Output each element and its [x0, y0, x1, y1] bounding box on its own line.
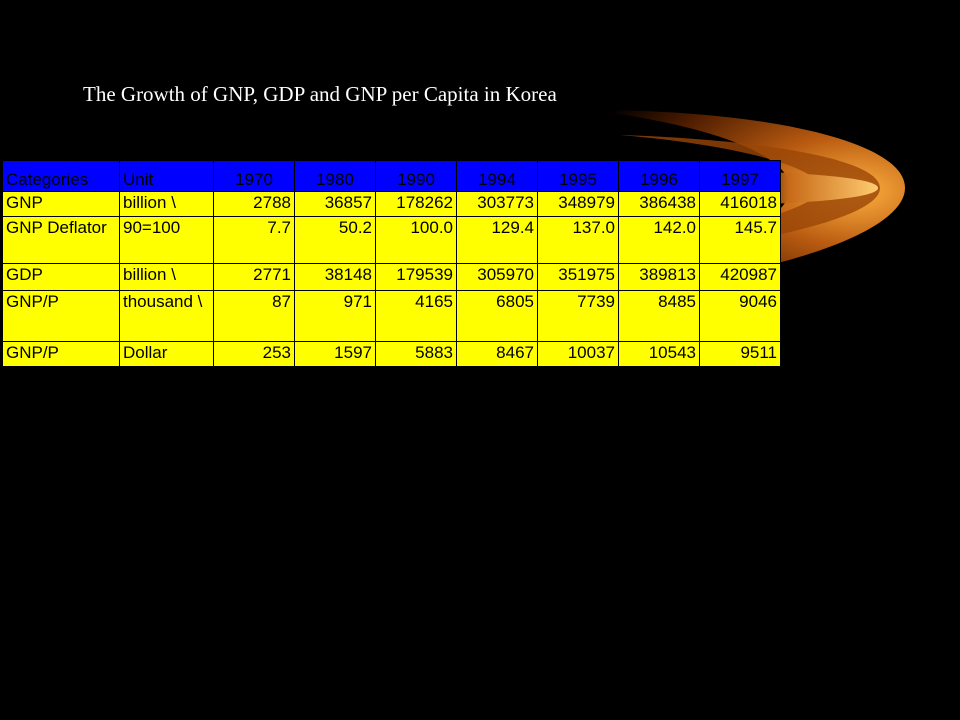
- table-cell: 351975: [537, 263, 619, 291]
- table-header-row: Categories Unit 1970 1980 1990 1994 1995…: [2, 160, 781, 192]
- table-cell: GDP: [2, 263, 120, 291]
- table-cell: GNP/P: [2, 290, 120, 342]
- table-cell: 1597: [294, 341, 376, 367]
- table-cell: billion \: [119, 191, 214, 217]
- table-cell: 50.2: [294, 216, 376, 264]
- table-cell: 145.7: [699, 216, 781, 264]
- table-cell: GNP/P: [2, 341, 120, 367]
- header-cell: Categories: [2, 160, 120, 192]
- header-cell: 1995: [537, 160, 619, 192]
- table-cell: 178262: [375, 191, 457, 217]
- table-row: GNP/P thousand \ 87 971 4165 6805 7739 8…: [2, 290, 781, 342]
- header-cell: 1997: [699, 160, 781, 192]
- header-cell: 1970: [213, 160, 295, 192]
- table-cell: 142.0: [618, 216, 700, 264]
- table-cell: Dollar: [119, 341, 214, 367]
- table-cell: 6805: [456, 290, 538, 342]
- table-cell: 36857: [294, 191, 376, 217]
- table-cell: 420987: [699, 263, 781, 291]
- table-cell: 87: [213, 290, 295, 342]
- table-cell: 10543: [618, 341, 700, 367]
- table-row: GNP/P Dollar 253 1597 5883 8467 10037 10…: [2, 341, 781, 367]
- table-cell: 348979: [537, 191, 619, 217]
- table-cell: 5883: [375, 341, 457, 367]
- table-cell: 7739: [537, 290, 619, 342]
- header-cell: Unit: [119, 160, 214, 192]
- slide-title: The Growth of GNP, GDP and GNP per Capit…: [83, 82, 557, 106]
- table-cell: 2771: [213, 263, 295, 291]
- table-cell: 179539: [375, 263, 457, 291]
- table-cell: 137.0: [537, 216, 619, 264]
- table-cell: 8485: [618, 290, 700, 342]
- table-cell: 971: [294, 290, 376, 342]
- table-cell: 90=100: [119, 216, 214, 264]
- header-cell: 1994: [456, 160, 538, 192]
- table-cell: 389813: [618, 263, 700, 291]
- table-cell: 2788: [213, 191, 295, 217]
- table-cell: 100.0: [375, 216, 457, 264]
- table-cell: thousand \: [119, 290, 214, 342]
- table-cell: 305970: [456, 263, 538, 291]
- table-cell: 10037: [537, 341, 619, 367]
- table-cell: 129.4: [456, 216, 538, 264]
- table-row: GNP billion \ 2788 36857 178262 303773 3…: [2, 191, 781, 217]
- table-cell: 8467: [456, 341, 538, 367]
- table-cell: 303773: [456, 191, 538, 217]
- table-row: GDP billion \ 2771 38148 179539 305970 3…: [2, 263, 781, 291]
- header-cell: 1996: [618, 160, 700, 192]
- table-cell: 9046: [699, 290, 781, 342]
- table-cell: 386438: [618, 191, 700, 217]
- table-cell: GNP Deflator: [2, 216, 120, 264]
- table-cell: billion \: [119, 263, 214, 291]
- table-cell: 9511: [699, 341, 781, 367]
- table-cell: 416018: [699, 191, 781, 217]
- header-cell: 1980: [294, 160, 376, 192]
- table-cell: 4165: [375, 290, 457, 342]
- gnp-gdp-table: Categories Unit 1970 1980 1990 1994 1995…: [2, 160, 781, 367]
- table-cell: GNP: [2, 191, 120, 217]
- table-cell: 253: [213, 341, 295, 367]
- header-cell: 1990: [375, 160, 457, 192]
- table-cell: 7.7: [213, 216, 295, 264]
- table-cell: 38148: [294, 263, 376, 291]
- table-row: GNP Deflator 90=100 7.7 50.2 100.0 129.4…: [2, 216, 781, 264]
